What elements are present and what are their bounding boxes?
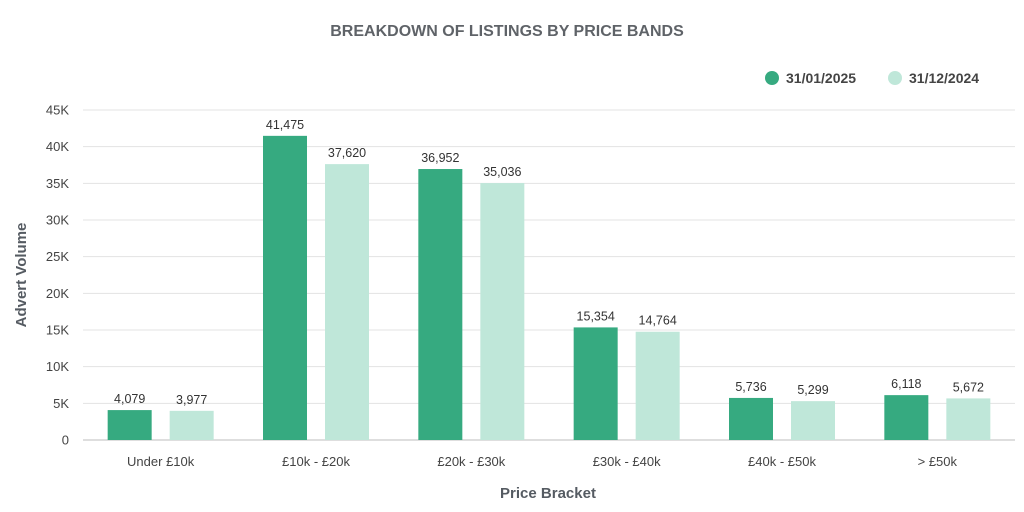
x-tick-label: £30k - £40k: [593, 454, 661, 469]
x-axis-title: Price Bracket: [500, 485, 596, 502]
legend[interactable]: 31/01/2025 31/12/2024: [765, 70, 979, 86]
x-tick-label: £20k - £30k: [437, 454, 505, 469]
y-tick-label: 40K: [46, 139, 69, 154]
data-label: 4,079: [114, 392, 145, 406]
legend-marker: [888, 71, 902, 85]
y-tick-label: 35K: [46, 176, 69, 191]
y-tick-label: 0: [62, 433, 69, 448]
bar-series1[interactable]: [418, 169, 463, 440]
data-label: 37,620: [328, 146, 366, 160]
chart-title: BREAKDOWN OF LISTINGS BY PRICE BANDS: [330, 23, 684, 40]
data-label: 6,118: [891, 377, 921, 391]
y-axis-title: Advert Volume: [13, 223, 30, 328]
legend-item[interactable]: 31/01/2025: [765, 70, 856, 86]
y-tick-label: 20K: [46, 286, 69, 301]
bar-series1[interactable]: [263, 135, 307, 440]
bar-series1[interactable]: [729, 397, 773, 440]
data-label: 15,354: [577, 309, 615, 323]
y-tick-label: 30K: [46, 213, 69, 228]
bar-series2[interactable]: [169, 410, 214, 440]
legend-label: 31/01/2025: [786, 70, 856, 86]
bar-series2[interactable]: [635, 331, 680, 440]
legend-item[interactable]: 31/12/2024: [888, 70, 979, 86]
data-label: 36,952: [421, 151, 459, 165]
bar-series2[interactable]: [946, 398, 991, 440]
x-tick-label: > £50k: [918, 454, 958, 469]
bar-series2[interactable]: [325, 164, 369, 440]
bar-series2[interactable]: [480, 183, 525, 440]
y-tick-label: 5K: [53, 396, 69, 411]
x-axis-ticks: Under £10k £10k - £20k £20k - £30k £30k - £…: [127, 454, 957, 469]
data-label: 3,977: [176, 393, 207, 407]
bars: [107, 135, 991, 440]
data-label: 35,036: [483, 165, 521, 179]
y-tick-label: 25K: [46, 249, 69, 264]
y-tick-label: 10K: [46, 359, 69, 374]
bar-series1[interactable]: [573, 327, 618, 440]
data-label: 5,736: [735, 380, 766, 394]
x-tick-label: £10k - £20k: [282, 454, 350, 469]
x-tick-label: £40k - £50k: [748, 454, 816, 469]
y-axis-ticks: 0 5K 10K 15K 20K 25K 30K 35K 40K 45K: [46, 103, 69, 448]
grid-lines: [83, 109, 1015, 441]
data-label: 5,672: [953, 380, 984, 394]
y-tick-label: 15K: [46, 323, 69, 338]
legend-label: 31/12/2024: [909, 70, 979, 86]
legend-marker: [765, 71, 779, 85]
bar-series1[interactable]: [107, 410, 152, 440]
bar-series1[interactable]: [884, 395, 929, 440]
data-labels: 4,079 3,977 41,475 37,620 36,952 35,036 15,354…: [114, 118, 984, 407]
data-label: 41,475: [266, 118, 304, 132]
data-label: 5,299: [797, 383, 828, 397]
bar-series2[interactable]: [791, 401, 835, 440]
data-label: 14,764: [639, 314, 677, 328]
x-tick-label: Under £10k: [127, 454, 195, 469]
y-tick-label: 45K: [46, 103, 69, 118]
